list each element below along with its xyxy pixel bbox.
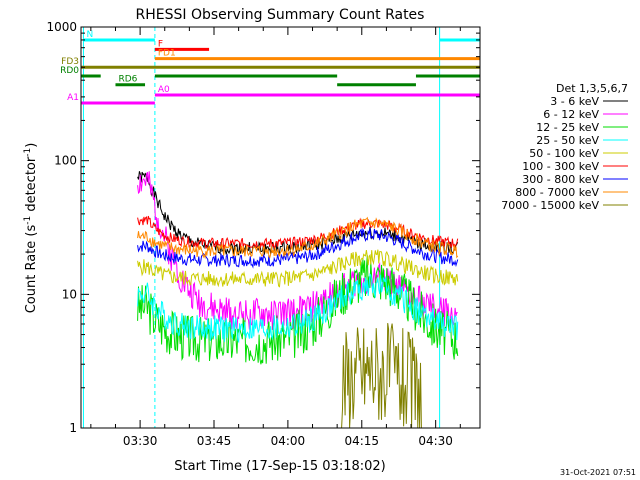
flag-label-RD6: RD6 <box>118 75 137 85</box>
legend-label-4: 50 - 100 keV <box>529 147 599 160</box>
axes: 03:30 03:45 04:00 04:15 04:30 1 10 100 1000 <box>46 20 480 448</box>
plot-frame <box>80 26 481 429</box>
flag-label-FD1: FD1 <box>158 49 176 59</box>
footer-date: 31-Oct-2021 07:51 <box>560 468 636 477</box>
y-tick-label-2: 100 <box>54 154 77 168</box>
y-tick-label-3: 1000 <box>46 20 77 34</box>
x-tick-label-4: 04:30 <box>418 434 453 448</box>
flag-label-A1: A1 <box>67 93 79 103</box>
legend-label-3: 25 - 50 keV <box>536 134 599 147</box>
y-axis-label-main: Count Rate (s <box>24 225 39 314</box>
series-line-7 <box>137 216 459 260</box>
legend-header: Det 1,3,5,6,7 <box>556 82 628 95</box>
y-tick-label-0: 1 <box>69 421 77 435</box>
legend-label-1: 6 - 12 keV <box>543 108 599 121</box>
chart-title: RHESSI Observing Summary Count Rates <box>136 7 425 23</box>
y-tick-label-1: 10 <box>62 287 77 301</box>
y-axis-label-sup1: -1 <box>23 216 33 225</box>
x-axis-label: Start Time (17-Sep-15 03:18:02) <box>174 459 385 474</box>
series-line-1 <box>137 171 458 331</box>
legend-label-7: 800 - 7000 keV <box>515 186 599 199</box>
legend-label-0: 3 - 6 keV <box>550 95 599 108</box>
flag-label-A0: A0 <box>158 85 170 95</box>
y-axis-label-end: ) <box>24 143 39 148</box>
x-tick-label-2: 04:00 <box>271 434 306 448</box>
y-axis-label: Count Rate (s-1 detector-1) <box>23 143 39 314</box>
series-line-4 <box>137 249 459 288</box>
x-tick-label-0: 03:30 <box>123 434 158 448</box>
flag-label-FD3: FD3 <box>61 57 79 67</box>
x-tick-label-1: 03:45 <box>197 434 232 448</box>
legend-label-6: 300 - 800 keV <box>522 173 599 186</box>
flag-label-N: N <box>86 30 93 40</box>
series-line-3 <box>137 273 459 344</box>
y-axis-label-mid: detector <box>24 156 39 216</box>
y-axis-label-sup2: -1 <box>23 148 33 157</box>
flag-label-RD0: RD0 <box>60 66 79 76</box>
flag-label-F: F <box>158 39 163 49</box>
legend-label-5: 100 - 300 keV <box>522 160 599 173</box>
series-line-6 <box>137 227 459 269</box>
x-tick-label-3: 04:15 <box>344 434 379 448</box>
legend-label-8: 7000 - 15000 keV <box>501 199 599 212</box>
legend-label-2: 12 - 25 keV <box>536 121 599 134</box>
